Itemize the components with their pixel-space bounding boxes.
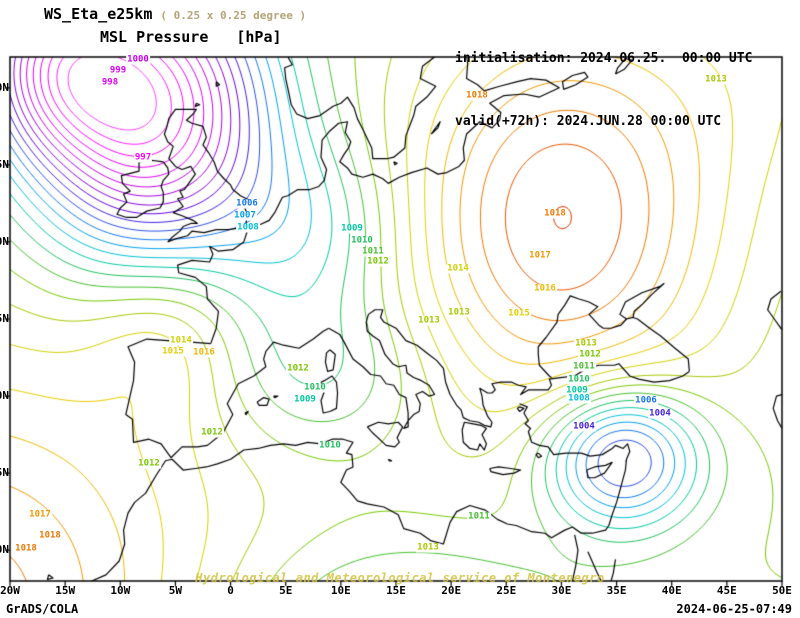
contour-label: 1010: [303, 382, 327, 393]
contour-label: 1011: [467, 511, 491, 522]
contour-label: 1007: [233, 210, 257, 221]
valid-line: valid(+72h): 2024.JUN.28 00:00 UTC: [455, 114, 722, 129]
y-tick-label: 35N: [0, 466, 9, 480]
contour-label: 1015: [161, 346, 185, 357]
contour-label: 1012: [366, 256, 390, 267]
contour-label: 1010: [318, 440, 342, 451]
x-tick-label: 15E: [386, 584, 406, 597]
creation-timestamp: 2024-06-25-07:49: [676, 602, 792, 616]
x-tick-label: 50E: [772, 584, 792, 597]
contour-label: 1012: [578, 349, 602, 360]
contour-label: 1016: [192, 347, 216, 358]
contour-label: 1000: [126, 54, 150, 65]
contour-label: 1013: [417, 315, 441, 326]
contour-label: 1009: [293, 394, 317, 405]
x-tick-label: 40E: [661, 584, 682, 597]
contour-label: 1018: [543, 208, 567, 219]
x-tick-label: 45E: [716, 584, 737, 597]
contour-label: 1010: [350, 235, 374, 246]
product-units: [hPa]: [236, 28, 282, 46]
contour-label: 999: [108, 65, 128, 76]
y-tick-label: 30N: [0, 543, 9, 557]
header-right: initialisation: 2024.06.25. 00:00 UTC va…: [455, 6, 752, 174]
contour-label: 1014: [446, 263, 470, 274]
contour-label: 1018: [465, 90, 489, 101]
contour-label: 1009: [340, 223, 364, 234]
header-left: WS_Eta_e25km ( 0.25 x 0.25 degree ) MSL P…: [44, 6, 306, 45]
x-tick-label: 30E: [551, 584, 572, 597]
contour-label: 1016: [533, 283, 557, 294]
y-tick-label: 45N: [0, 312, 9, 325]
contour-label: 1018: [14, 543, 38, 554]
watermark-text: Hydrological and Meteorological service …: [195, 571, 605, 585]
contour-label: 1013: [416, 542, 440, 553]
contour-label: 998: [100, 77, 120, 88]
x-tick-label: 15W: [55, 584, 76, 597]
initialisation-line: initialisation: 2024.06.25. 00:00 UTC: [455, 51, 753, 66]
contour-label: 1008: [236, 222, 260, 233]
y-tick-label: 50N: [0, 234, 9, 248]
model-title-line: WS_Eta_e25km ( 0.25 x 0.25 degree ): [44, 6, 306, 22]
contour-label: 1013: [447, 307, 471, 318]
model-resolution: ( 0.25 x 0.25 degree ): [160, 9, 307, 22]
x-tick-label: 10W: [110, 584, 131, 597]
contour-label: 1014: [169, 335, 193, 346]
x-tick-label: 20E: [441, 584, 462, 597]
y-tick-label: 60N: [0, 80, 9, 94]
contour-label: 1006: [235, 198, 259, 209]
contour-label: 1015: [507, 308, 531, 319]
x-tick-label: 5W: [168, 584, 183, 597]
contour-label: 1013: [574, 338, 598, 349]
y-tick-label: 55N: [0, 157, 9, 171]
contour-label: 1004: [572, 421, 596, 432]
contour-label: 1010: [567, 374, 591, 385]
x-tick-label: 10E: [330, 584, 351, 597]
product-title-line: MSL Pressure [hPa]: [44, 29, 306, 45]
x-tick-label: 20W: [0, 584, 20, 597]
y-tick-label: 40N: [0, 389, 9, 403]
contour-label: 1009: [565, 385, 589, 396]
contour-label: 1008: [567, 393, 591, 404]
contour-label: 1012: [137, 458, 161, 469]
x-tick-label: 5E: [279, 584, 293, 597]
x-tick-label: 25E: [496, 584, 517, 597]
x-tick-label: 35E: [606, 584, 627, 597]
contour-label: 1018: [38, 530, 62, 541]
contour-label: 1017: [28, 509, 52, 520]
contour-label: 1012: [200, 427, 224, 438]
contour-label: 1017: [528, 250, 552, 261]
contour-label: 1013: [704, 74, 728, 85]
grads-credit: GrADS/COLA: [6, 602, 79, 616]
contour-label: 1011: [572, 361, 596, 372]
contour-label: 997: [133, 152, 153, 163]
contour-label: 1011: [361, 246, 385, 257]
contour-label: 1006: [634, 395, 658, 406]
contour-label: 1012: [286, 363, 310, 374]
model-name: WS_Eta_e25km: [44, 5, 153, 23]
contour-label: 1004: [648, 408, 672, 419]
product-name: MSL Pressure: [100, 28, 209, 46]
x-tick-label: 0: [227, 584, 234, 597]
